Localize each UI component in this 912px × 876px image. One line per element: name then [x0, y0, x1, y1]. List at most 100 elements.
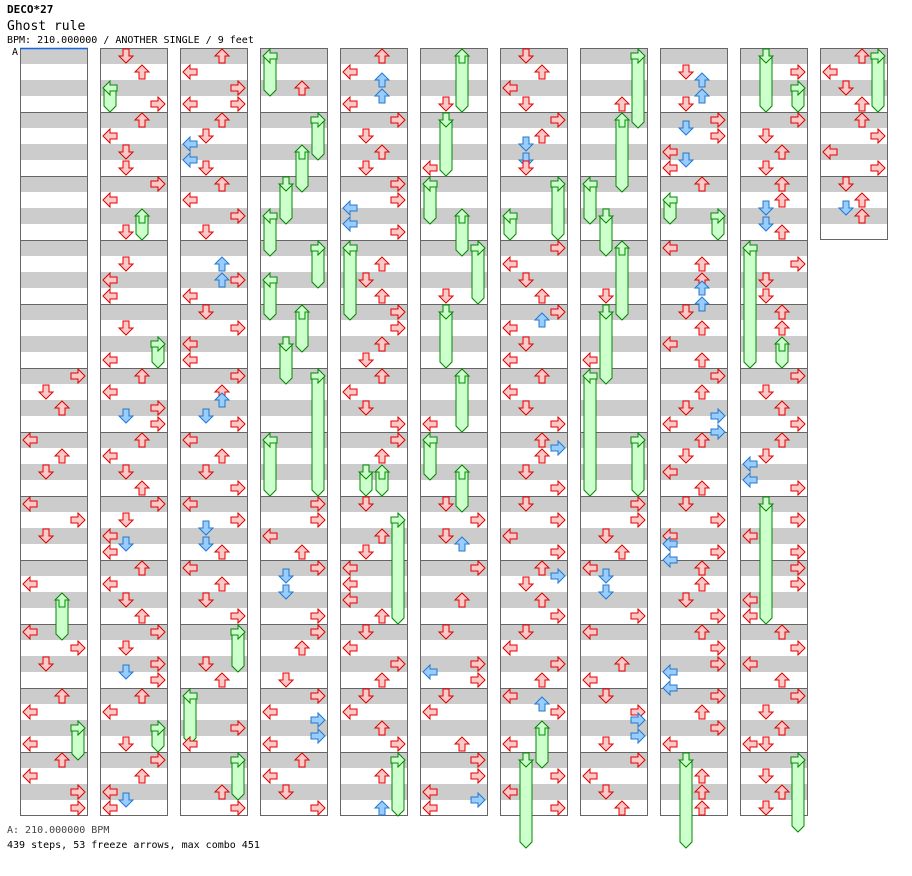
beat-stripe: [660, 240, 728, 256]
left-arrow-icon: [742, 735, 758, 753]
up-arrow-icon: [693, 704, 711, 720]
beat-stripe: [340, 176, 408, 192]
right-arrow-icon: [230, 415, 246, 433]
right-arrow-icon: [550, 415, 566, 433]
left-arrow-icon: [582, 767, 598, 785]
right-arrow-icon: [790, 415, 806, 433]
right-arrow-icon: [790, 255, 806, 273]
up-arrow-icon: [773, 224, 791, 240]
up-arrow-icon: [373, 464, 391, 480]
beat-stripe: [660, 592, 728, 608]
beat-stripe: [260, 528, 328, 544]
right-arrow-icon: [470, 239, 486, 257]
left-arrow-icon: [822, 63, 838, 81]
left-arrow-icon: [342, 215, 358, 233]
left-arrow-icon: [22, 431, 38, 449]
beat-stripe: [420, 432, 488, 448]
down-arrow-icon: [197, 128, 215, 144]
left-arrow-icon: [662, 463, 678, 481]
down-arrow-icon: [517, 48, 535, 64]
beat-stripe: [660, 368, 728, 384]
left-arrow-icon: [662, 551, 678, 569]
beat-stripe: [100, 528, 168, 544]
up-arrow-icon: [853, 112, 871, 128]
beat-stripe: [20, 304, 88, 320]
left-arrow-icon: [422, 703, 438, 721]
left-arrow-icon: [102, 351, 118, 369]
up-arrow-icon: [773, 720, 791, 736]
up-arrow-icon: [53, 592, 71, 608]
left-arrow-icon: [662, 663, 678, 681]
down-arrow-icon: [437, 528, 455, 544]
right-arrow-icon: [550, 703, 566, 721]
down-arrow-icon: [517, 336, 535, 352]
up-arrow-icon: [133, 688, 151, 704]
beat-stripe: [260, 784, 328, 800]
left-arrow-icon: [502, 79, 518, 97]
down-arrow-icon: [197, 536, 215, 552]
beat-stripe: [660, 112, 728, 128]
beat-stripe: [180, 208, 248, 224]
right-arrow-icon: [790, 111, 806, 129]
up-arrow-icon: [53, 752, 71, 768]
beat-stripe: [260, 496, 328, 512]
beat-stripe: [100, 720, 168, 736]
beat-stripe: [20, 624, 88, 640]
beat-stripe: [20, 48, 88, 64]
beat-stripe: [180, 784, 248, 800]
left-arrow-icon: [582, 559, 598, 577]
up-arrow-icon: [533, 720, 551, 736]
beat-stripe: [260, 208, 328, 224]
beat-stripe: [420, 208, 488, 224]
up-arrow-icon: [773, 336, 791, 352]
beat-stripe: [580, 80, 648, 96]
right-arrow-icon: [390, 223, 406, 241]
left-arrow-icon: [182, 135, 198, 153]
left-arrow-icon: [102, 527, 118, 545]
beat-stripe: [340, 112, 408, 128]
beat-stripe: [820, 80, 888, 96]
beat-stripe: [180, 272, 248, 288]
up-arrow-icon: [213, 256, 231, 272]
down-arrow-icon: [277, 584, 295, 600]
beat-stripe: [420, 528, 488, 544]
right-arrow-icon: [230, 623, 246, 641]
up-arrow-icon: [53, 448, 71, 464]
beat-stripe: [340, 336, 408, 352]
right-arrow-icon: [230, 207, 246, 225]
right-arrow-icon: [70, 783, 86, 801]
up-arrow-icon: [373, 288, 391, 304]
up-arrow-icon: [693, 560, 711, 576]
beat-stripe: [100, 624, 168, 640]
down-arrow-icon: [597, 784, 615, 800]
column-border: [340, 48, 408, 816]
right-arrow-icon: [390, 431, 406, 449]
right-arrow-icon: [710, 511, 726, 529]
up-arrow-icon: [533, 312, 551, 328]
beat-stripe: [660, 496, 728, 512]
right-arrow-icon: [790, 559, 806, 577]
left-arrow-icon: [182, 191, 198, 209]
beat-stripe: [580, 592, 648, 608]
down-arrow-icon: [757, 48, 775, 64]
left-arrow-icon: [422, 431, 438, 449]
beat-stripe: [580, 528, 648, 544]
beat-stripe: [20, 208, 88, 224]
left-arrow-icon: [182, 63, 198, 81]
column-border: [260, 48, 328, 816]
up-arrow-icon: [853, 192, 871, 208]
beat-stripe: [580, 48, 648, 64]
down-arrow-icon: [517, 576, 535, 592]
beat-stripe: [660, 176, 728, 192]
beat-stripe: [500, 80, 568, 96]
left-arrow-icon: [502, 687, 518, 705]
down-arrow-icon: [197, 224, 215, 240]
beat-stripe: [180, 592, 248, 608]
up-arrow-icon: [533, 288, 551, 304]
up-arrow-icon: [693, 432, 711, 448]
beat-stripe: [660, 624, 728, 640]
beat-stripe: [580, 112, 648, 128]
beat-stripe: [580, 720, 648, 736]
right-arrow-icon: [710, 111, 726, 129]
right-arrow-icon: [790, 63, 806, 81]
